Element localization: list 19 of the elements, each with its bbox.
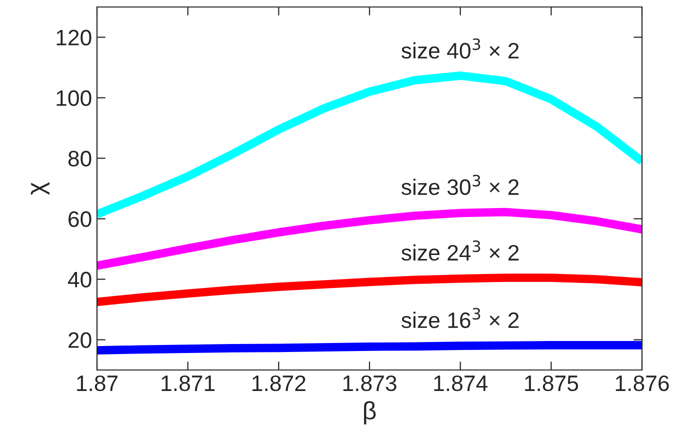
x-tick-label: 1.87 — [77, 375, 118, 392]
series-label: size 16$^{3}$ × 2 — [402, 308, 519, 328]
x-tick-label: 1.871 — [162, 375, 215, 392]
series-label: size 40$^{3}$ × 2 — [402, 38, 519, 59]
x-axis-title: β — [364, 401, 376, 424]
y-tick-label: 120 — [56, 30, 92, 46]
x-tick-label: 1.872 — [252, 375, 306, 392]
y-tick-label: 80 — [68, 150, 92, 167]
x-tick-label: 1.876 — [616, 375, 669, 392]
series-label: size 24$^{3}$ × 2 — [402, 240, 519, 261]
x-tick-label: 1.874 — [434, 375, 488, 392]
x-tick-label: 1.873 — [343, 375, 396, 392]
y-tick-label: 40 — [68, 272, 92, 288]
y-axis-title: χ — [30, 182, 50, 195]
x-tick-label: 1.875 — [525, 375, 578, 392]
y-tick-label: 60 — [68, 211, 92, 228]
y-tick-label: 100 — [56, 90, 92, 106]
y-tick-label: 20 — [68, 332, 92, 348]
series-label: size 30$^{3}$ × 2 — [402, 174, 519, 196]
